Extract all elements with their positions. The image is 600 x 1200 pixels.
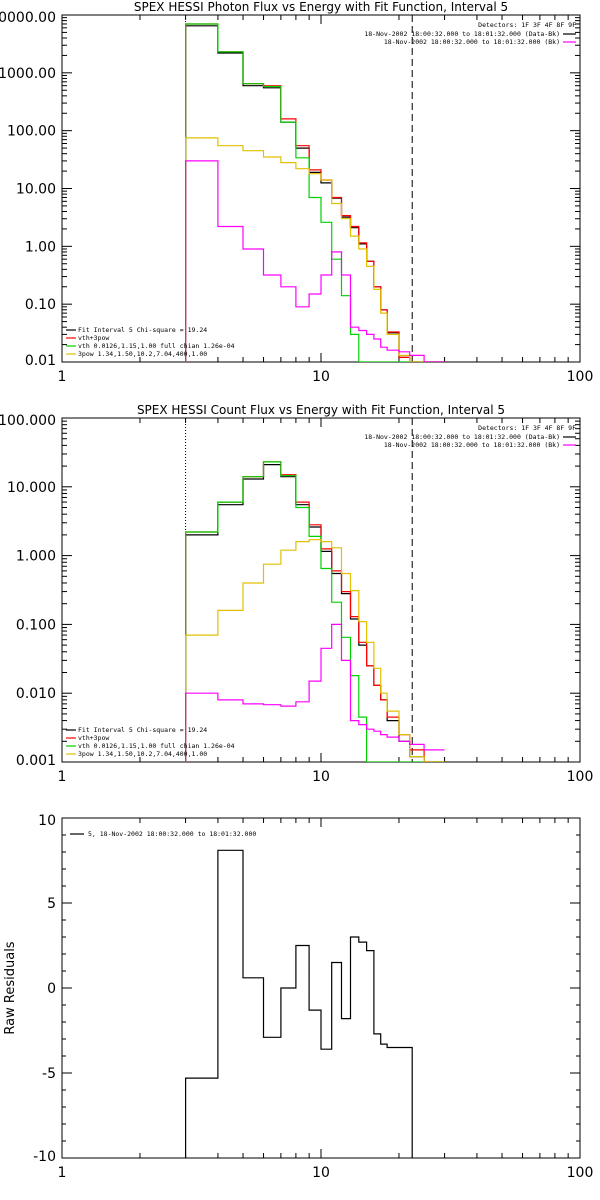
- series-group: [185, 23, 445, 362]
- y-tick-label: 100.00: [7, 124, 56, 140]
- chart-panel-2: SPEX HESSI Count Flux vs Energy with Fit…: [0, 403, 593, 785]
- series-data: [185, 25, 445, 362]
- legend-entry: 3pow 1.34,1.50,10.2,7.04,400,1.00: [78, 750, 207, 758]
- y-tick-label: 10.00: [16, 182, 56, 198]
- series-background: [185, 160, 445, 362]
- x-tick-label: 1: [58, 369, 67, 385]
- chart-panel-1: SPEX HESSI Photon Flux vs Energy with Fi…: [0, 0, 593, 385]
- series-vth+3pow: [185, 23, 445, 362]
- legend-entry: vth 0.0126,1.15,1.00 full chian 1.26e-04: [78, 342, 235, 350]
- chart-panel-3: 1 10 100 -10 -5 0 5 10 Raw Residuals 5, 18-Nov-20…: [3, 813, 593, 1181]
- legend-entry: vth 0.0126,1.15,1.00 full chian 1.26e-04: [78, 742, 235, 750]
- y-tick-label: -5: [42, 1066, 56, 1082]
- series-group: [185, 849, 413, 1158]
- y-tick-label: 0.010: [16, 686, 56, 702]
- y-tick-label: 1000.00: [0, 66, 56, 82]
- legend-entry: 3pow 1.34,1.50,10.2,7.04,400,1.00: [78, 350, 207, 358]
- series-background: [185, 623, 445, 762]
- legend-entry: 18-Nov-2002 18:00:32.000 to 18:01:32.000…: [384, 38, 560, 46]
- y-tick-label: 0: [47, 981, 56, 997]
- x-tick-label: 100: [567, 369, 594, 385]
- y-tick-label: -10: [33, 1149, 56, 1165]
- y-axis-label: Raw Residuals: [3, 941, 18, 1034]
- series-3pow: [185, 539, 445, 762]
- legend-entry: vth+3pow: [78, 734, 109, 742]
- y-tick-label: 0.001: [16, 753, 56, 769]
- y-tick-label: 1.000: [16, 549, 56, 565]
- y-tick-label: 5: [47, 896, 56, 912]
- series-3pow: [185, 137, 445, 362]
- chart-title: SPEX HESSI Photon Flux vs Energy with Fi…: [134, 0, 508, 14]
- legend-entry: Fit Interval 5 Chi-square = 19.24: [78, 326, 207, 334]
- legend-detectors: Detectors: 1F 3F 4F 8F 9F: [478, 424, 576, 432]
- series-vth+3pow: [185, 461, 445, 762]
- series-group: [185, 461, 445, 762]
- plot-frame: [61, 817, 581, 1159]
- y-tick-label: 10000.00: [0, 10, 56, 26]
- x-tick-label: 1: [58, 769, 67, 785]
- legend-entry: 18-Nov-2002 18:00:32.000 to 18:01:32.000…: [364, 30, 560, 38]
- x-tick-label: 100: [567, 1165, 594, 1181]
- legend-entry: 5, 18-Nov-2002 18:00:32.000 to 18:01:32.…: [88, 830, 256, 838]
- y-tick-label: 10.000: [7, 480, 56, 496]
- legend-detectors: Detectors: 1F 3F 4F 8F 9F: [478, 21, 576, 29]
- series-residuals: [185, 849, 413, 1158]
- y-tick-label: 1.00: [25, 239, 56, 255]
- y-tick-label: 0.100: [16, 617, 56, 633]
- legend-entry: 18-Nov-2002 18:00:32.000 to 18:01:32.000…: [364, 433, 560, 441]
- legend-entry: Fit Interval 5 Chi-square = 19.24: [78, 726, 207, 734]
- x-tick-label: 1: [58, 1165, 67, 1181]
- series-data: [185, 464, 445, 762]
- legend-entry: vth+3pow: [78, 334, 109, 342]
- legend-entry: 18-Nov-2002 18:00:32.000 to 18:01:32.000…: [384, 441, 560, 449]
- y-tick-label: 0.10: [25, 297, 56, 313]
- series-vth: [185, 23, 445, 362]
- series-vth: [185, 461, 445, 762]
- x-tick-label: 100: [567, 769, 594, 785]
- y-tick-label: 100.000: [0, 413, 56, 429]
- plot-frame: [61, 14, 581, 363]
- y-tick-label: 10: [38, 813, 56, 829]
- x-tick-label: 10: [312, 369, 330, 385]
- plot-frame: [61, 417, 581, 763]
- chart-title: SPEX HESSI Count Flux vs Energy with Fit…: [137, 403, 505, 417]
- x-tick-label: 10: [312, 769, 330, 785]
- y-tick-label: 0.01: [25, 353, 56, 369]
- x-tick-label: 10: [312, 1165, 330, 1181]
